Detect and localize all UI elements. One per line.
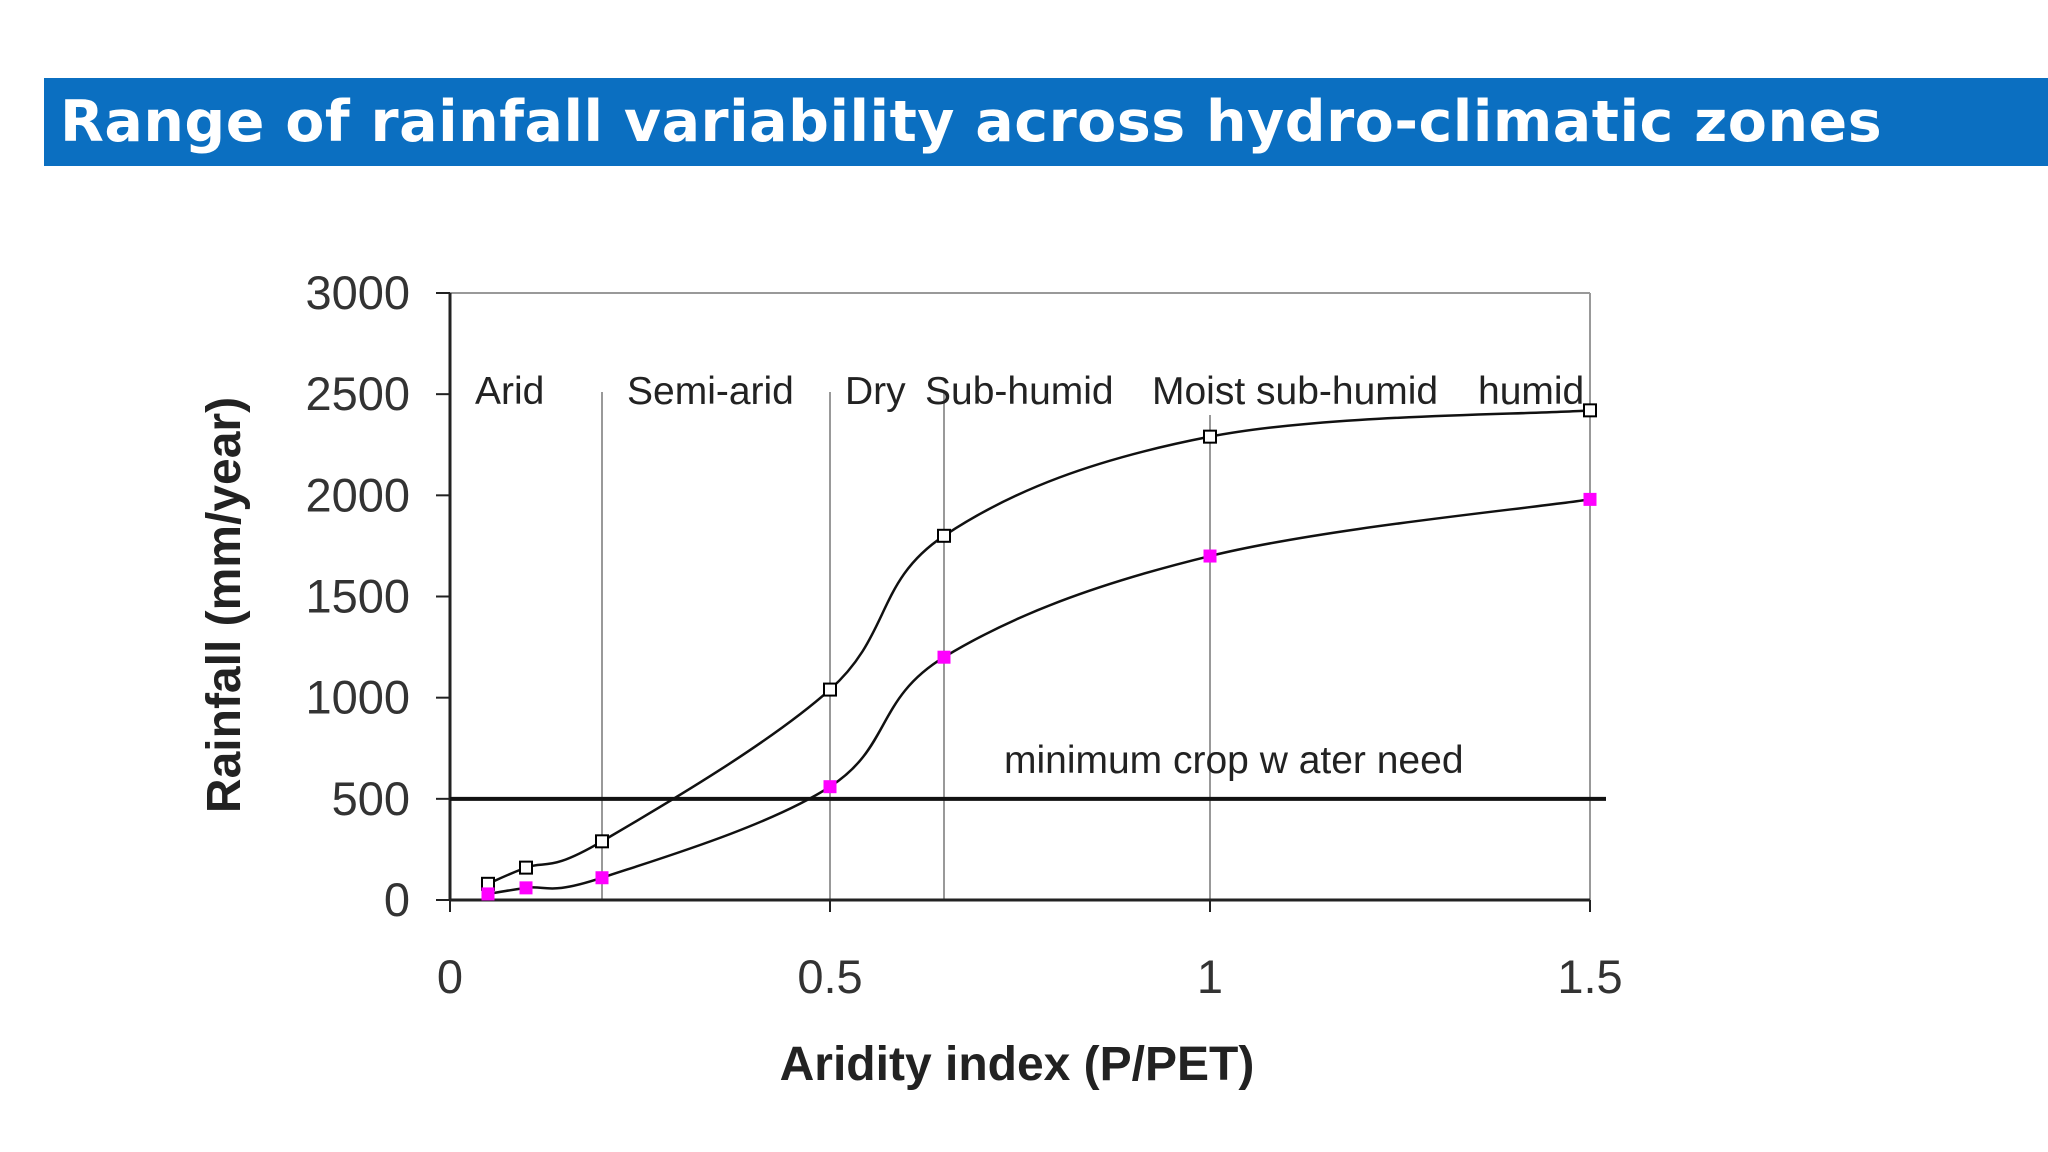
data-point-open-square <box>519 860 533 875</box>
y-tick-label: 2000 <box>305 468 410 521</box>
x-tick-label: 1.5 <box>1557 950 1622 1003</box>
data-point-filled-square <box>823 780 837 794</box>
zone-label: Dry <box>845 370 906 413</box>
data-point-filled-square <box>1203 549 1217 563</box>
x-tick-label: 1 <box>1197 950 1223 1003</box>
y-tick-label: 1000 <box>305 671 410 724</box>
threshold-label: minimum crop w ater need <box>1004 739 1464 782</box>
zone-label: Semi-arid <box>627 370 794 413</box>
data-point-filled-square <box>595 871 609 885</box>
zone-label: Sub-humid <box>925 370 1114 413</box>
data-point-open-square <box>595 834 609 849</box>
data-point-filled-square <box>519 881 533 895</box>
y-tick-label: 500 <box>332 772 410 825</box>
data-point-filled-square <box>481 887 495 901</box>
x-axis-title: Aridity index (P/PET) <box>780 1038 1255 1091</box>
y-tick-label: 0 <box>384 873 410 926</box>
y-axis-title: Rainfall (mm/year) <box>198 397 251 813</box>
x-tick-label: 0.5 <box>797 950 862 1003</box>
zone-label: Moist sub-humid <box>1152 370 1438 413</box>
zone-label: Arid <box>475 370 544 413</box>
data-point-open-square <box>1583 403 1597 418</box>
data-point-open-square <box>1203 429 1217 444</box>
x-tick-label: 0 <box>437 950 463 1003</box>
y-tick-label: 1500 <box>305 570 410 623</box>
data-point-open-square <box>937 528 951 543</box>
y-tick-label: 2500 <box>305 367 410 420</box>
y-tick-label: 3000 <box>305 266 410 319</box>
zone-label: humid <box>1478 370 1584 413</box>
page-title: Range of rainfall variability across hyd… <box>60 89 1883 155</box>
series-line <box>487 409 1591 885</box>
series-line <box>487 498 1591 896</box>
data-point-filled-square <box>1583 492 1597 506</box>
data-point-filled-square <box>937 650 951 664</box>
data-point-open-square <box>823 682 837 697</box>
title-bar: Range of rainfall variability across hyd… <box>44 78 2048 166</box>
